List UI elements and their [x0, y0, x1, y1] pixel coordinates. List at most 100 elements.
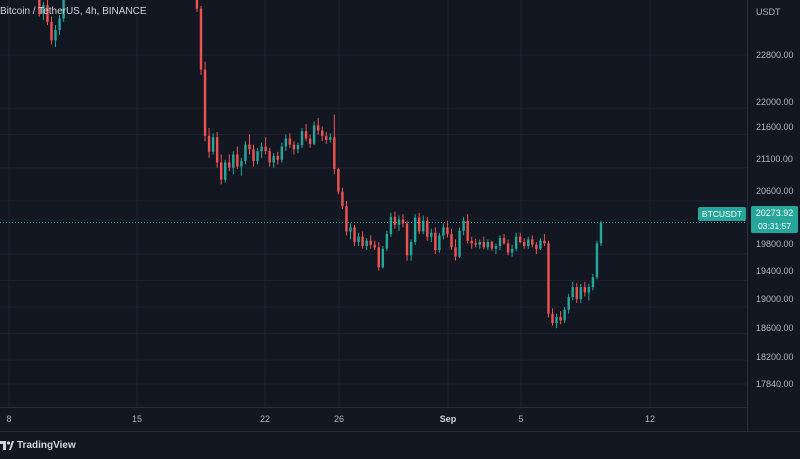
price-tick-label: 22000.00: [756, 97, 794, 107]
candle-body-down: [466, 220, 469, 241]
currency-label: USDT: [756, 7, 781, 17]
candle-body-down: [490, 242, 494, 249]
candle-body-down: [393, 216, 397, 225]
candle-body-up: [296, 145, 300, 150]
candle-body-down: [518, 236, 522, 243]
time-tick-label: 15: [131, 414, 143, 424]
candle-body-down: [304, 131, 308, 139]
candle-body-down: [341, 191, 344, 207]
candle-body-down: [228, 162, 231, 168]
candle-body-up: [385, 234, 389, 249]
tradingview-logo-icon: [0, 441, 14, 450]
candle-body-up: [256, 151, 259, 162]
time-tick-label: 12: [644, 414, 656, 424]
candle-body-up: [349, 227, 352, 232]
candle-body-up: [329, 137, 332, 140]
candle-body-up: [365, 240, 368, 247]
candle-body-down: [575, 287, 578, 300]
candle-body-up: [413, 217, 417, 243]
symbol-price-tag: BTCUSDT: [698, 207, 746, 221]
price-axis[interactable]: USDT 22800.00 22000.00 21600.00 21100.00…: [747, 0, 800, 431]
candle-body-down: [50, 21, 53, 41]
candle-body-down: [551, 313, 554, 323]
candle-body-up: [514, 236, 518, 249]
candle-body-up: [42, 5, 45, 14]
candle-body-down: [450, 234, 453, 248]
grid-lines: [0, 0, 747, 407]
candle-body-down: [320, 130, 324, 136]
tradingview-brand[interactable]: TradingView: [0, 439, 76, 451]
candle-body-down: [401, 219, 405, 224]
time-tick-label-month: Sep: [439, 414, 457, 424]
candle-body-down: [559, 317, 562, 321]
candle-body-down: [337, 169, 340, 192]
candle-body-down: [377, 247, 380, 268]
price-tick-label: 20600.00: [756, 186, 794, 196]
last-price-badge: 20273.92 03:31:57: [751, 206, 798, 233]
price-tick-label: 18200.00: [756, 352, 794, 362]
candle-body-up: [494, 246, 498, 249]
candle-body-down: [470, 240, 473, 244]
candle-body-down: [236, 154, 239, 167]
candle-body-down: [405, 223, 409, 256]
candle-body-down: [268, 151, 271, 163]
candle-body-down: [252, 149, 255, 162]
candle-body-down: [454, 247, 457, 257]
candle-body-down: [308, 138, 312, 144]
time-tick-label: 22: [259, 414, 271, 424]
candle-body-up: [244, 144, 247, 162]
candle-body-down: [417, 217, 421, 232]
candle-body-up: [284, 138, 288, 147]
candle-body-down: [434, 232, 437, 251]
candle-body-up: [442, 227, 445, 236]
time-axis[interactable]: 8 15 22 26 Sep 5 12: [0, 407, 747, 432]
candle-body-down: [195, 0, 199, 9]
candle-body-down: [292, 144, 296, 150]
candle-body-up: [54, 29, 57, 41]
candle-body-down: [361, 236, 364, 247]
price-tick-label: 17840.00: [756, 379, 794, 389]
candle-body-up: [498, 238, 502, 247]
candle-body-down: [446, 227, 449, 235]
symbol-title[interactable]: Bitcoin / TetherUS, 4h, BINANCE: [0, 6, 147, 17]
candle-body-down: [215, 137, 219, 163]
last-price-value: 20273.92: [755, 208, 794, 218]
candle-body-down: [333, 137, 336, 170]
candle-body-down: [38, 0, 41, 14]
candle-body-down: [219, 162, 223, 180]
footer-bar: TradingView: [0, 431, 800, 459]
candle-body-down: [535, 244, 538, 249]
candle-body-up: [595, 243, 599, 278]
price-tick-label: 19800.00: [756, 239, 794, 249]
candle-body-up: [478, 242, 481, 245]
time-tick-label: 8: [6, 414, 12, 424]
price-plot[interactable]: [0, 0, 747, 407]
candle-body-down: [325, 135, 328, 140]
candle-body-down: [276, 155, 279, 160]
candle-body-up: [280, 146, 284, 160]
candle-body-down: [46, 5, 49, 22]
candle-body-down: [288, 138, 292, 145]
candles-group: [38, 0, 603, 329]
candle-body-down: [264, 146, 267, 152]
candle-body-down: [506, 243, 510, 253]
candle-body-up: [587, 287, 591, 293]
candle-body-up: [232, 154, 235, 168]
candle-body-up: [397, 219, 401, 225]
tradingview-brand-text: TradingView: [17, 439, 76, 451]
candle-body-up: [389, 216, 393, 235]
candle-body-down: [199, 8, 203, 70]
candle-body-up: [240, 161, 243, 167]
candle-body-up: [486, 242, 490, 248]
candle-body-up: [567, 297, 570, 310]
candle-body-down: [373, 244, 376, 248]
candle-body-up: [571, 287, 574, 298]
candle-body-up: [312, 125, 316, 144]
candle-body-up: [300, 131, 304, 146]
candle-body-down: [531, 239, 534, 245]
candle-body-up: [438, 235, 441, 251]
time-tick-label: 5: [518, 414, 524, 424]
price-tick-label: 22800.00: [756, 50, 794, 60]
candle-body-up: [462, 220, 465, 231]
